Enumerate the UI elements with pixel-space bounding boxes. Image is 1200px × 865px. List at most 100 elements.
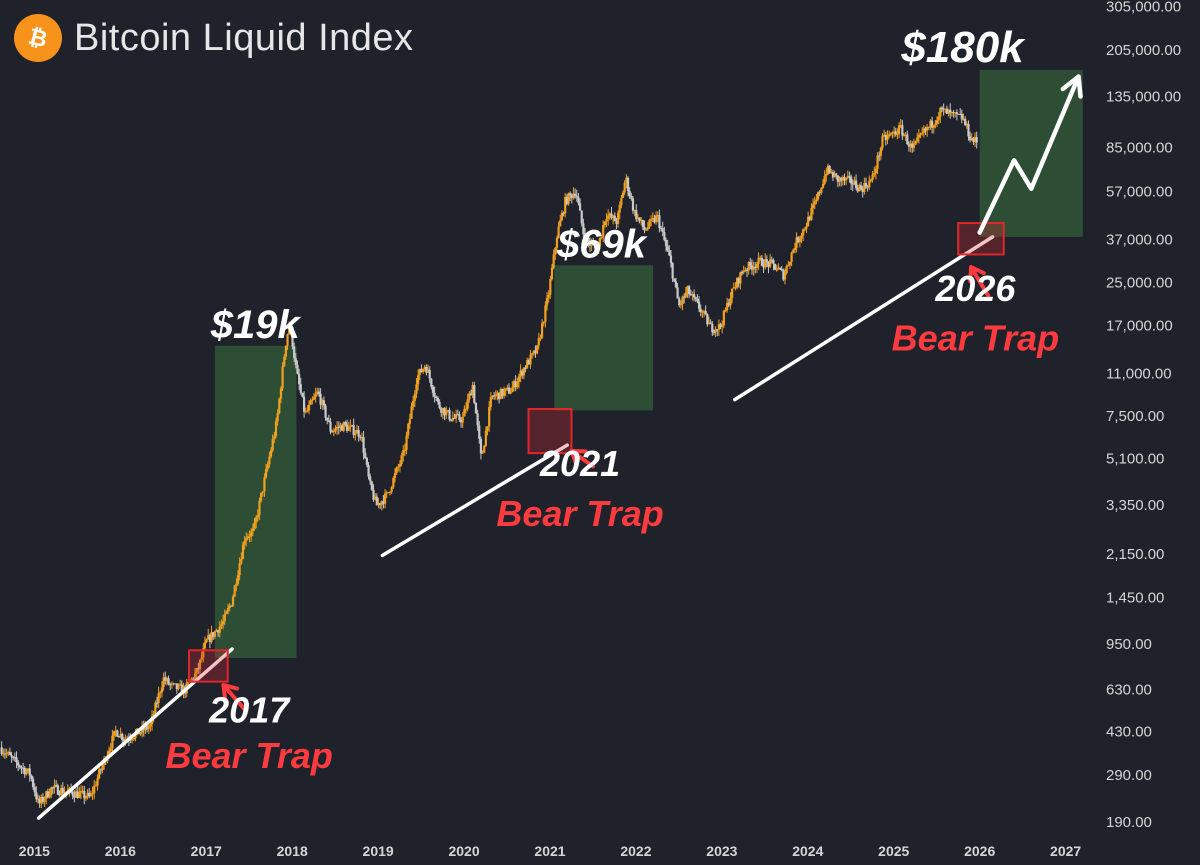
candle-143 [236, 570, 240, 586]
candle-body [301, 392, 304, 397]
candle-45 [74, 788, 78, 798]
candle-body [947, 109, 950, 114]
x-tick-label-10: 2025 [878, 843, 909, 859]
candle-body [337, 426, 340, 428]
candle-body [745, 269, 749, 271]
candle-body [734, 287, 737, 289]
candle-body [681, 296, 684, 305]
candle-253 [418, 368, 421, 381]
candle-body [744, 269, 747, 272]
candle-531 [878, 151, 881, 162]
candle-488 [807, 211, 810, 227]
candle-body [372, 489, 375, 500]
candle-329 [544, 301, 547, 328]
candle-502 [830, 168, 833, 174]
y-tick-label-9: 7,500.00 [1106, 408, 1164, 425]
candle-147 [243, 536, 246, 550]
candle-body [775, 269, 778, 271]
candle-324 [536, 345, 539, 355]
candle-body [497, 392, 501, 400]
candle-body [506, 387, 509, 389]
candle-15 [25, 768, 28, 776]
candle-body [557, 226, 560, 238]
candle-body [810, 208, 813, 220]
candle-395 [653, 214, 656, 224]
candle-310 [512, 379, 516, 392]
candle-body [830, 172, 833, 174]
candle-282 [466, 393, 469, 412]
candle-559 [924, 126, 927, 135]
candle-body [812, 204, 815, 209]
candle-body [623, 182, 626, 193]
candle-519 [858, 183, 861, 192]
candle-body [815, 199, 818, 202]
candle-body [438, 401, 441, 409]
candle-body [527, 360, 530, 365]
candle-218 [360, 432, 364, 442]
candle-body [193, 673, 197, 680]
candle-546 [902, 133, 906, 137]
candle-body [474, 402, 478, 414]
candle-461 [762, 259, 765, 273]
candle-161 [266, 461, 269, 472]
candle-body [240, 559, 243, 564]
candle-body [222, 621, 225, 625]
red-arrow-2 [968, 265, 991, 298]
candle-389 [643, 220, 646, 234]
candle-body [0, 747, 3, 754]
candle-349 [577, 192, 580, 206]
candle-body [869, 179, 873, 181]
candle-254 [420, 364, 423, 373]
candle-body [762, 265, 765, 268]
candle-466 [770, 256, 773, 264]
candle-body [542, 322, 545, 324]
candle-body [309, 400, 312, 405]
candle-body [17, 762, 20, 766]
candle-body [499, 388, 502, 400]
candle-body [375, 496, 378, 506]
red-arrow-head [221, 683, 239, 701]
candle-body [362, 437, 365, 453]
candle-372 [615, 217, 618, 229]
candle-body [383, 493, 387, 504]
candle-197 [326, 417, 329, 425]
candle-1 [2, 748, 5, 758]
candle-body [603, 221, 606, 225]
candle-body [393, 473, 397, 478]
candle-body [704, 311, 707, 315]
candle-146 [241, 541, 245, 560]
candle-46 [76, 785, 79, 799]
candle-551 [911, 141, 914, 153]
candle-271 [448, 407, 451, 422]
candle-body [631, 198, 635, 211]
candle-body [364, 452, 367, 458]
candle-270 [446, 409, 449, 413]
candle-239 [395, 466, 398, 476]
candle-179 [296, 360, 299, 375]
red-arrow-shaft [569, 449, 595, 469]
candle-264 [436, 396, 440, 405]
candle-body [545, 297, 549, 306]
candle-482 [797, 235, 800, 244]
candle-body [306, 410, 309, 412]
candle-58 [96, 774, 99, 791]
candle-73 [121, 732, 124, 745]
candle-366 [605, 213, 608, 228]
candle-548 [906, 130, 909, 145]
candle-145 [240, 552, 243, 565]
candle-54 [89, 790, 92, 798]
candle-101 [167, 675, 170, 686]
candle-body [486, 426, 489, 431]
candle-body [278, 398, 281, 414]
candles-layer [0, 103, 978, 808]
candle-body [765, 259, 768, 262]
candle-507 [838, 176, 841, 187]
label-2021: 2021 [539, 443, 620, 484]
candle-137 [226, 603, 230, 615]
candle-body [8, 752, 12, 755]
candle-284 [469, 389, 473, 396]
candle-561 [927, 126, 930, 131]
candle-278 [459, 417, 463, 428]
candle-body [590, 243, 593, 246]
candle-body [735, 278, 739, 288]
